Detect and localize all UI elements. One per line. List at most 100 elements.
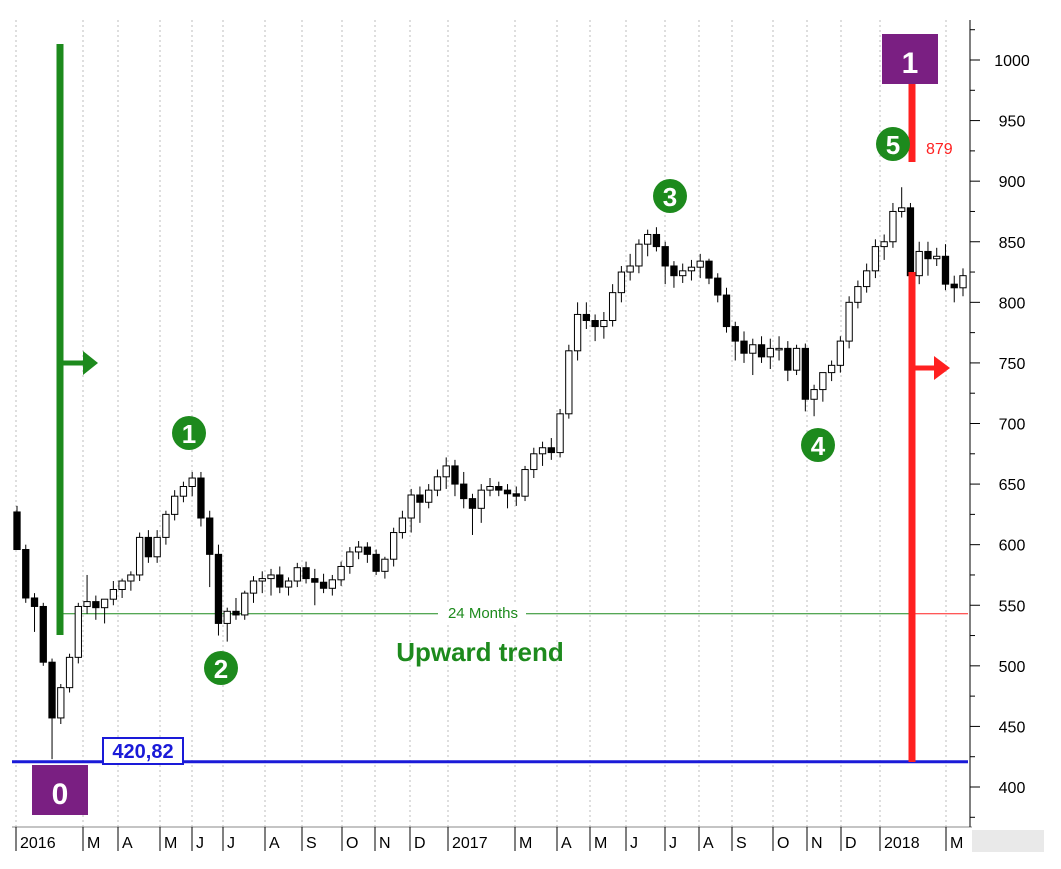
candle-body [100, 598, 109, 609]
candle [941, 244, 950, 291]
candle [363, 542, 372, 563]
x-tick-label: J [630, 835, 638, 852]
candle [801, 343, 809, 412]
x-tick-label: A [561, 835, 572, 852]
box-end-label: 1 [902, 47, 919, 80]
candle [845, 296, 853, 349]
candle [495, 481, 503, 497]
candle-body [889, 210, 897, 243]
x-tick-label: N [811, 835, 823, 852]
candle-body [722, 294, 731, 328]
candle-body [65, 656, 74, 689]
candle-body [679, 270, 687, 277]
candle [871, 239, 880, 279]
candle [565, 344, 573, 419]
candle-body [801, 347, 809, 400]
candle [600, 312, 608, 339]
candle [258, 571, 266, 594]
y-tick-label: 900 [999, 174, 1026, 191]
candle-body [792, 347, 801, 371]
x-tick-label: O [346, 835, 358, 852]
candle [372, 549, 380, 575]
box-start-0 [32, 765, 88, 815]
candle [425, 484, 433, 509]
candle-body [573, 313, 582, 352]
candle [223, 607, 231, 642]
candle-body [836, 340, 845, 366]
candle-body [512, 493, 520, 497]
candle [906, 202, 915, 285]
candle-body [433, 476, 442, 491]
y-tick-label: 400 [999, 780, 1026, 797]
candle-body [582, 313, 591, 322]
x-tick-label: M [594, 835, 607, 852]
candle [188, 471, 196, 497]
candle [416, 486, 424, 523]
candle-body [118, 580, 126, 590]
candle [468, 493, 477, 535]
candle [731, 321, 739, 361]
x-tick-label: J [196, 835, 204, 852]
candle [171, 490, 179, 521]
candle [477, 484, 485, 523]
candle-body [284, 580, 293, 588]
candle-body [819, 372, 827, 391]
months-label-bg [438, 604, 526, 622]
x-tick-label: O [777, 835, 789, 852]
x-tick-label: S [306, 835, 317, 852]
candle-body [933, 255, 941, 260]
candle-body [626, 265, 634, 273]
wave-5-label: 5 [886, 130, 900, 160]
candle [30, 593, 39, 632]
y-tick-label: 1000 [994, 53, 1030, 70]
candle [302, 561, 310, 584]
wave-1-marker: 1 [172, 416, 206, 450]
candle-body [249, 580, 258, 594]
candle [915, 241, 923, 285]
candle [319, 573, 328, 594]
candle [144, 530, 153, 563]
candle-body [416, 494, 424, 503]
candle-body [398, 517, 407, 534]
candle [328, 574, 336, 596]
candle-body [530, 453, 538, 471]
x-tick-label: D [414, 835, 426, 852]
candle [582, 302, 591, 329]
candle-body [810, 389, 818, 400]
candle [162, 510, 170, 545]
box-start-label: 0 [52, 778, 69, 811]
candle-body [731, 326, 739, 342]
candle-body [372, 553, 380, 572]
candle-body [652, 233, 661, 248]
candle [197, 471, 205, 527]
candle [679, 263, 687, 283]
candle-body [827, 364, 836, 374]
candle-body [687, 266, 696, 272]
candle [635, 239, 643, 274]
candle-body [293, 567, 301, 582]
candle [766, 338, 774, 369]
candle [757, 336, 766, 363]
candle-body [670, 265, 678, 277]
candle-body [862, 270, 871, 288]
candle-body [267, 574, 275, 580]
y-tick-label: 800 [999, 295, 1026, 312]
y-tick-label: 750 [999, 356, 1026, 373]
x-tick-label: A [269, 835, 280, 852]
candle [827, 360, 836, 382]
candle-body [644, 233, 652, 245]
candle [714, 273, 722, 303]
green-arrow-icon [83, 351, 98, 375]
candle [775, 336, 783, 361]
candle [311, 568, 319, 606]
candle-body [468, 498, 477, 509]
candle-body [538, 447, 547, 455]
candle [135, 532, 144, 582]
candle [276, 566, 284, 594]
candle [100, 598, 109, 624]
candle-body [13, 511, 21, 551]
x-tick-label: N [379, 835, 391, 852]
candle [92, 595, 100, 620]
candle-body [950, 283, 958, 289]
wave-5-marker: 5 [876, 127, 910, 161]
